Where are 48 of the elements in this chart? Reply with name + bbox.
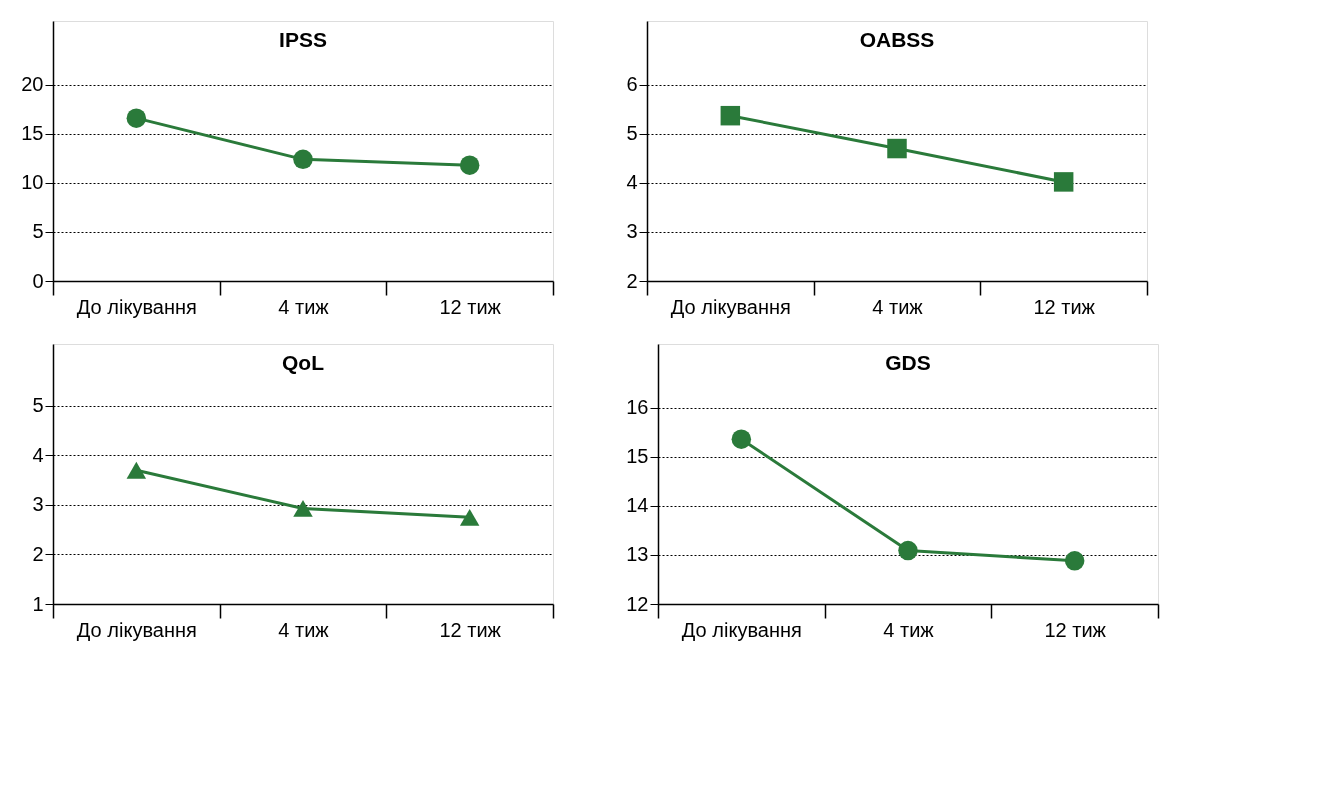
chart-title: GDS [885,351,931,374]
y-tick-label: 3 [32,493,44,516]
chart-title: OABSS [859,28,935,51]
x-tick-label: 12 тиж [439,295,502,318]
y-tick-label: 13 [626,543,649,566]
y-tick-label: 0 [32,269,44,292]
y-tick-label: 14 [626,494,649,517]
x-tick-label: 4 тиж [278,295,330,318]
y-tick-label: 12 [626,592,649,615]
point [459,508,480,526]
y-tick-label: 2 [32,542,44,565]
x-tick-label: 4 тиж [883,618,935,641]
point [731,429,752,449]
y-tick-label: 6 [626,73,638,96]
point [459,155,480,175]
x-tick-label: До лікування [670,295,791,318]
chart-title: QoL [282,351,325,374]
y-tick-label: 5 [32,394,44,417]
point [1053,172,1074,192]
x-tick-label: До лікування [76,295,197,318]
point [293,499,313,517]
x-tick-label: 4 тиж [278,618,330,641]
point [293,149,313,170]
x-tick-label: 12 тиж [439,618,502,641]
chart-title: IPSS [279,28,327,51]
y-tick-label: 2 [626,269,638,292]
y-tick-label: 1 [32,592,44,615]
y-tick-label: 5 [626,122,638,145]
point [887,138,907,159]
x-tick-label: 4 тиж [872,295,924,318]
x-tick-label: 12 тиж [1033,295,1096,318]
y-tick-label: 4 [32,443,44,466]
x-tick-label: До лікування [681,618,802,641]
y-tick-label: 20 [21,73,44,96]
y-tick-label: 15 [626,445,649,468]
point [720,105,741,126]
y-tick-label: 15 [21,122,44,145]
point [1064,551,1085,571]
y-tick-label: 5 [32,220,44,243]
x-tick-label: До лікування [76,618,197,641]
y-tick-label: 16 [626,396,649,419]
y-tick-label: 10 [21,171,44,194]
y-tick-label: 3 [626,220,638,243]
point [898,540,918,561]
point [126,461,147,479]
x-tick-label: 12 тиж [1044,618,1107,641]
y-tick-label: 4 [626,171,638,194]
point [126,108,147,128]
